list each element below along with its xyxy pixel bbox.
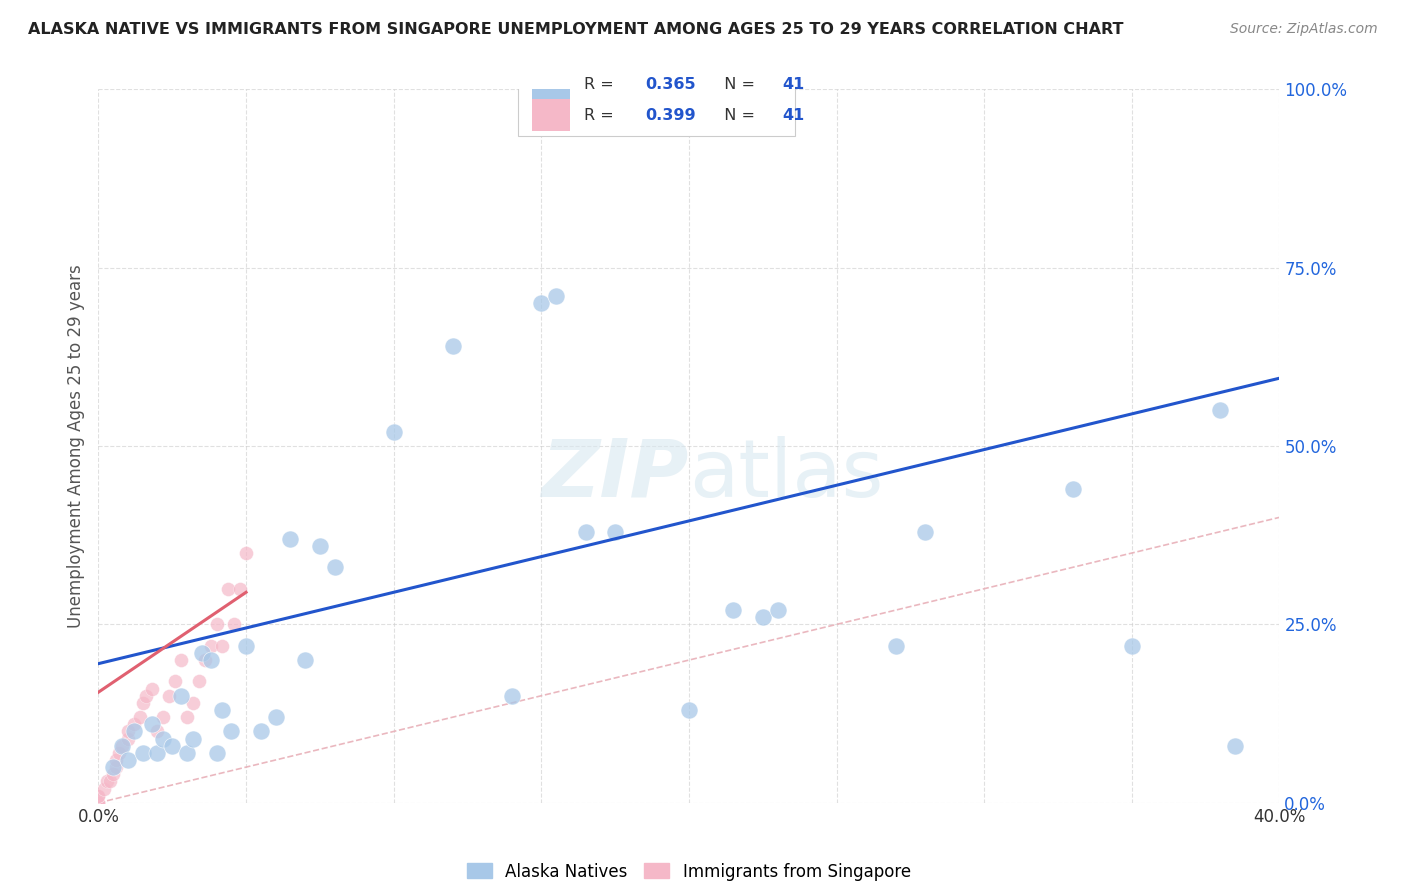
Text: N =: N = <box>714 78 759 92</box>
Point <box>132 696 155 710</box>
Point <box>205 617 228 632</box>
Point <box>1121 639 1143 653</box>
Point <box>264 710 287 724</box>
Point <box>1209 403 1232 417</box>
Point <box>441 339 464 353</box>
Point <box>211 639 233 653</box>
Point <box>108 746 131 760</box>
Point <box>766 603 789 617</box>
Point <box>678 703 700 717</box>
Point <box>132 746 155 760</box>
Text: N =: N = <box>714 108 759 122</box>
Point <box>96 774 118 789</box>
Point <box>87 789 110 803</box>
Point <box>103 767 125 781</box>
Point <box>152 731 174 746</box>
Point <box>87 796 110 810</box>
Point <box>884 639 907 653</box>
Point <box>194 653 217 667</box>
Point <box>187 674 209 689</box>
Text: 41: 41 <box>782 78 804 92</box>
Point <box>87 796 110 810</box>
Point <box>723 603 745 617</box>
Point <box>1062 482 1084 496</box>
Point <box>87 796 110 810</box>
Point <box>105 753 128 767</box>
Point <box>546 289 568 303</box>
Point <box>87 796 110 810</box>
Text: 41: 41 <box>782 108 804 122</box>
Point <box>93 781 115 796</box>
Point <box>235 546 257 560</box>
Point <box>751 610 773 624</box>
Point <box>111 739 134 753</box>
Point <box>181 731 204 746</box>
Point <box>176 710 198 724</box>
Point <box>87 796 110 810</box>
Point <box>250 724 273 739</box>
Point <box>135 689 157 703</box>
FancyBboxPatch shape <box>531 69 569 101</box>
FancyBboxPatch shape <box>531 99 569 131</box>
Point <box>211 703 233 717</box>
Point <box>205 746 228 760</box>
Point <box>323 560 346 574</box>
Point <box>146 724 169 739</box>
Point <box>122 724 145 739</box>
Point <box>217 582 239 596</box>
Point <box>103 760 125 774</box>
Text: Source: ZipAtlas.com: Source: ZipAtlas.com <box>1230 22 1378 37</box>
Point <box>157 689 180 703</box>
Point <box>294 653 316 667</box>
Y-axis label: Unemployment Among Ages 25 to 29 years: Unemployment Among Ages 25 to 29 years <box>67 264 86 628</box>
Point <box>605 524 627 539</box>
Point <box>200 653 222 667</box>
Point <box>170 689 193 703</box>
Point <box>278 532 302 546</box>
Point <box>170 653 193 667</box>
Point <box>105 760 128 774</box>
Text: atlas: atlas <box>689 435 883 514</box>
Point <box>224 617 246 632</box>
Point <box>141 681 163 696</box>
Point <box>152 710 174 724</box>
Legend: Alaska Natives, Immigrants from Singapore: Alaska Natives, Immigrants from Singapor… <box>460 856 918 888</box>
Point <box>229 582 252 596</box>
Point <box>111 739 134 753</box>
Point <box>235 639 257 653</box>
Point <box>200 639 222 653</box>
Point <box>87 789 110 803</box>
FancyBboxPatch shape <box>517 54 796 136</box>
Point <box>87 796 110 810</box>
Point <box>141 717 163 731</box>
Point <box>117 731 139 746</box>
Point <box>122 717 145 731</box>
Point <box>501 689 523 703</box>
Point <box>382 425 405 439</box>
Point <box>162 739 183 753</box>
Point <box>309 539 332 553</box>
Point <box>181 696 204 710</box>
Point <box>914 524 936 539</box>
Point <box>191 646 214 660</box>
Point <box>117 753 139 767</box>
Point <box>87 796 110 810</box>
Point <box>1223 739 1246 753</box>
Text: 0.365: 0.365 <box>645 78 696 92</box>
Text: R =: R = <box>583 108 619 122</box>
Point <box>128 710 150 724</box>
Point <box>98 774 121 789</box>
Point <box>117 724 139 739</box>
Point <box>165 674 187 689</box>
Point <box>146 746 169 760</box>
Point <box>87 796 110 810</box>
Text: ZIP: ZIP <box>541 435 689 514</box>
Text: ALASKA NATIVE VS IMMIGRANTS FROM SINGAPORE UNEMPLOYMENT AMONG AGES 25 TO 29 YEAR: ALASKA NATIVE VS IMMIGRANTS FROM SINGAPO… <box>28 22 1123 37</box>
Point <box>530 296 553 310</box>
Point <box>176 746 198 760</box>
Point <box>574 524 596 539</box>
Text: 0.399: 0.399 <box>645 108 696 122</box>
Text: R =: R = <box>583 78 619 92</box>
Point <box>219 724 242 739</box>
